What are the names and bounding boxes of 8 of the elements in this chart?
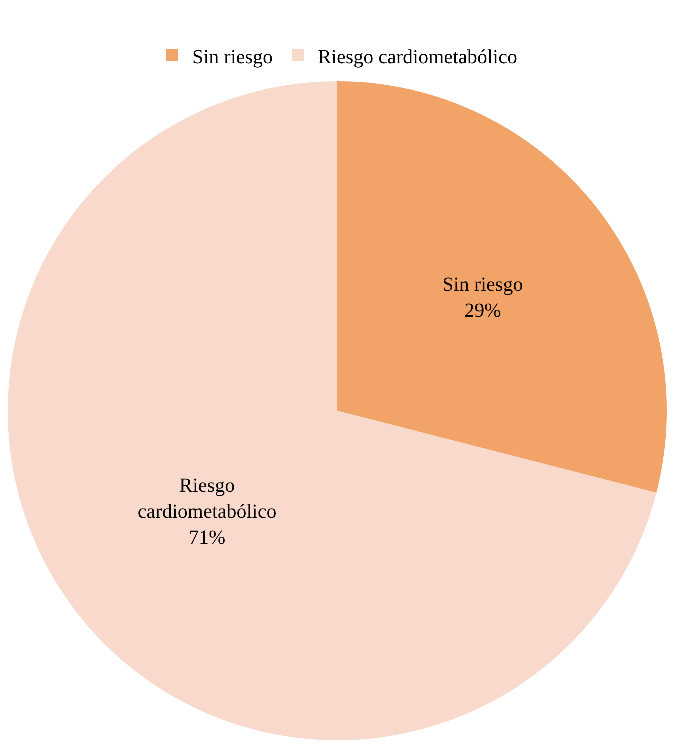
slice-label: Riesgo cardiometabólico: [138, 474, 277, 523]
pie-slice: [8, 82, 657, 740]
legend-label: Sin riesgo: [192, 46, 274, 68]
data-label: 71%: [188, 526, 226, 549]
data-label: 29%: [464, 300, 502, 322]
slice-label: Sin riesgo: [442, 274, 524, 296]
legend-label: Riesgo cardiometabólico: [318, 46, 518, 68]
pie-slice: [338, 82, 667, 493]
